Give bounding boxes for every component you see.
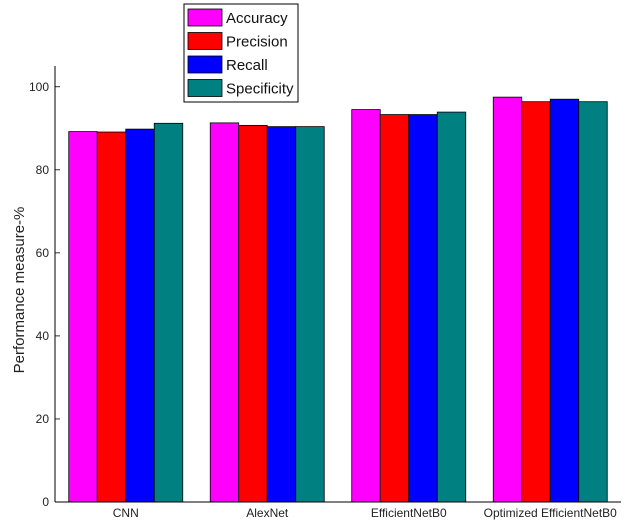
legend-swatch-recall [187,55,223,74]
bar-recall-2 [408,114,438,503]
y-tick-label: 80 [36,163,50,177]
y-axis-label: Performance measure-% [11,207,28,374]
x-tick-label: CNN [113,506,139,520]
bar-specificity-3 [578,101,608,503]
bar-specificity-1 [295,126,325,503]
legend-label-precision: Precision [226,34,288,51]
bar-precision-3 [521,101,551,503]
bar-specificity-2 [436,111,467,503]
plot-area [68,96,608,503]
bar-precision-1 [238,124,268,503]
y-tick-label: 20 [36,412,50,426]
bar-accuracy-3 [492,96,523,503]
y-tick-label: 60 [36,246,50,260]
legend-label-specificity: Specificity [226,81,294,98]
x-tick-label: EfficientNetB0 [371,506,447,520]
legend-swatch-precision [187,32,223,50]
legend-swatch-accuracy [187,8,223,27]
bar-recall-3 [549,98,580,503]
y-tick-label: 100 [29,80,49,94]
bar-precision-0 [96,131,127,503]
bar-specificity-0 [153,122,184,503]
legend-label-recall: Recall [226,57,268,74]
bar-accuracy-2 [351,109,381,503]
bar-accuracy-1 [209,122,240,503]
y-axis: 0 20 40 60 80 100 [29,66,60,509]
legend: Accuracy Precision Recall Specificity [183,3,299,103]
y-tick-label: 40 [36,329,50,343]
legend-label-accuracy: Accuracy [226,10,288,27]
x-tick-label: AlexNet [246,506,289,520]
bar-accuracy-0 [68,131,98,503]
bar-precision-2 [379,114,410,503]
bar-recall-0 [125,128,155,503]
x-axis: CNN AlexNet EfficientNetB0 Optimized Effici… [55,498,621,520]
y-tick-label: 0 [42,495,49,509]
bar-recall-1 [266,126,297,503]
legend-swatch-specificity [187,79,223,97]
x-tick-label: Optimized EfficientNetB0 [484,506,617,520]
